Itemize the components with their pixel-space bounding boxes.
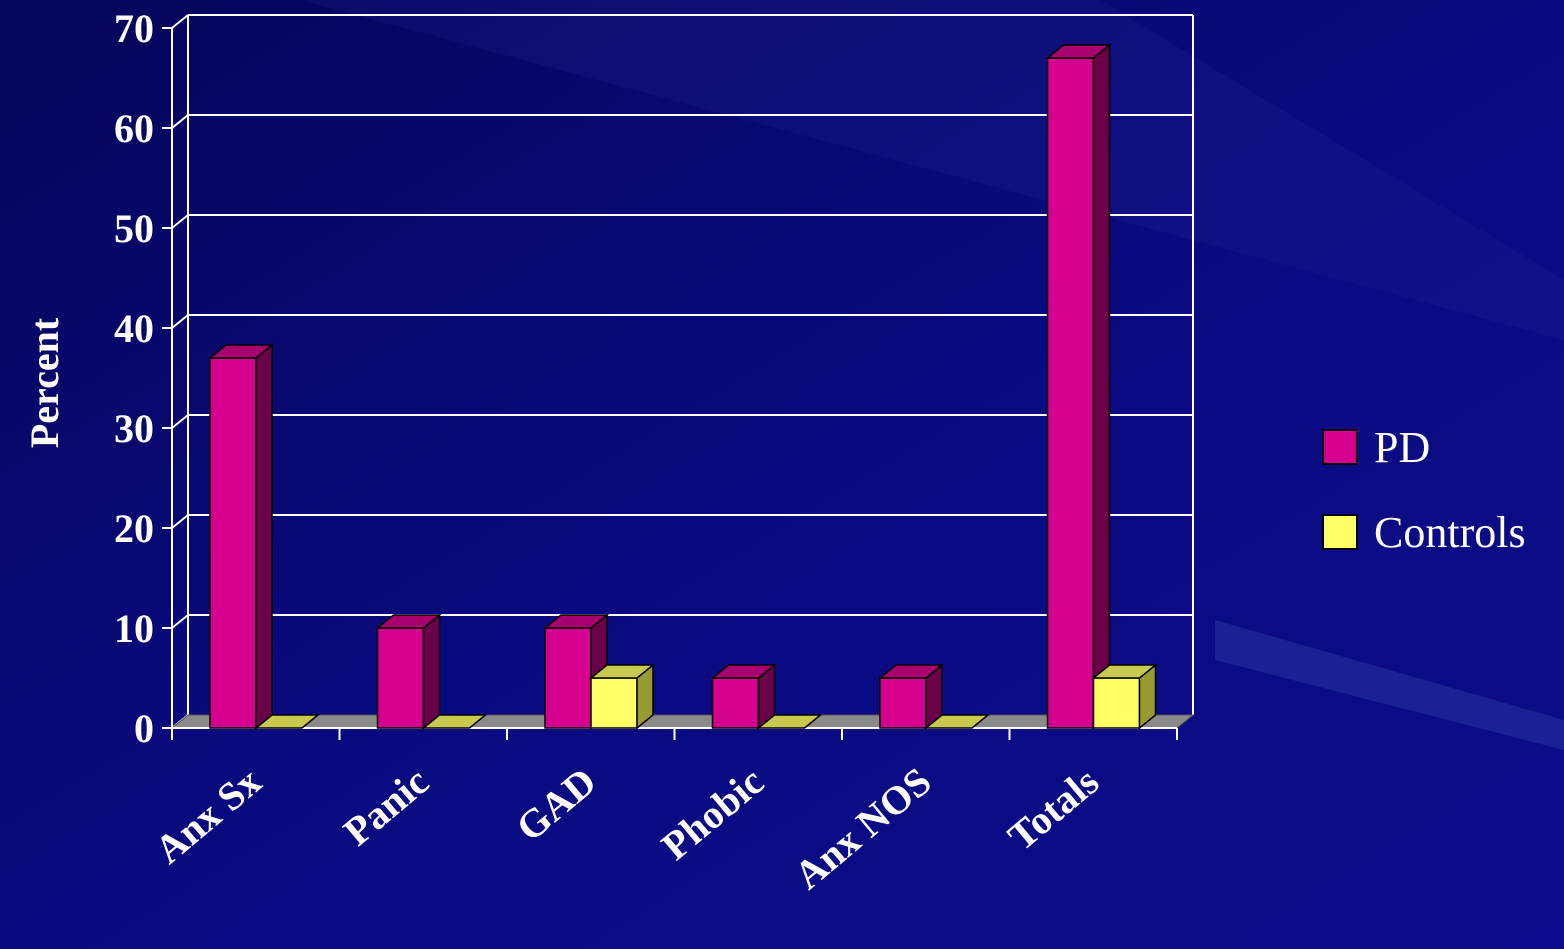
y-tick-label: 50 (114, 206, 154, 251)
bar-controls (756, 714, 823, 729)
gridline-depth (171, 514, 189, 529)
legend: PD Controls (1322, 423, 1526, 557)
y-tick-label: 70 (114, 6, 154, 51)
y-tick-label: 10 (114, 606, 154, 651)
gridline-depth (171, 414, 189, 429)
gridline-depth (171, 614, 189, 629)
background-streak (1215, 620, 1564, 750)
chart-floor (170, 714, 1195, 729)
bar-pd (1045, 43, 1112, 730)
gridline-depth (171, 214, 189, 229)
y-tick-label: 20 (114, 506, 154, 551)
legend-swatch-pd (1322, 429, 1358, 465)
bar-pd (207, 343, 275, 730)
y-tick-label: 60 (114, 106, 154, 151)
y-tick-label: 0 (134, 706, 154, 751)
bar-controls (421, 714, 488, 729)
bar-controls (588, 663, 656, 730)
y-tick-label: 40 (114, 306, 154, 351)
legend-swatch-controls (1322, 514, 1358, 550)
gridline-depth (171, 14, 189, 29)
legend-label-pd: PD (1374, 423, 1430, 472)
y-tick-label: 30 (114, 406, 154, 451)
background-streak (300, 0, 1564, 340)
bar-controls (1091, 663, 1158, 730)
bar-controls (253, 714, 321, 729)
y-axis-title: Percent (22, 317, 67, 448)
bar-pd (877, 663, 945, 730)
gridline-depth (171, 114, 189, 129)
gridline-depth (171, 314, 189, 329)
legend-label-controls: Controls (1374, 508, 1526, 557)
bar-pd (375, 613, 442, 730)
bar-controls (923, 714, 991, 729)
bar-pd (710, 663, 777, 730)
